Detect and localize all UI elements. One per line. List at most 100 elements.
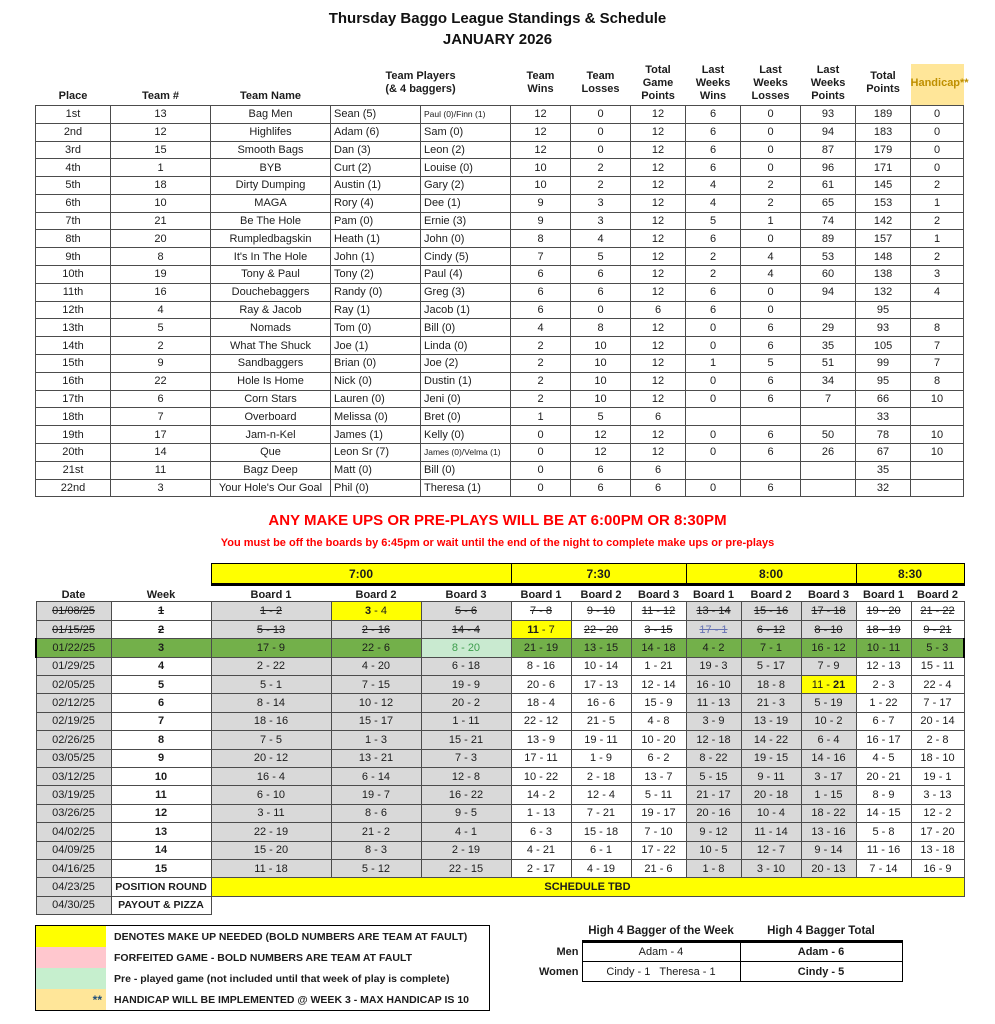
schedule-matchup-cell: 2 - 18: [570, 766, 632, 787]
header-bagger-week: High 4 Bagger of the Week: [588, 925, 734, 938]
standings-cell-team_num: 19: [110, 265, 211, 284]
schedule-matchup-cell: 3 - 10: [740, 858, 802, 879]
standings-cell-team_num: 15: [110, 140, 211, 160]
standings-cell-lw_wins: 0: [685, 389, 742, 409]
schedule-matchup-cell: 11 - 13: [685, 693, 742, 713]
standings-cell-lw_losses: 0: [740, 122, 802, 142]
schedule-matchup-cell: 12 - 14: [630, 674, 687, 695]
schedule-matchup-cell: 16 - 9: [910, 858, 965, 879]
standings-cell-total_pts: 138: [855, 265, 912, 284]
standings-cell-place: 19th: [35, 425, 111, 445]
schedule-matchup-cell: 19 - 20: [855, 601, 912, 621]
standings-cell-lw_losses: 4: [740, 265, 802, 284]
standings-cell-name: Corn Stars: [210, 389, 331, 409]
standings-cell-lw_wins: 0: [685, 478, 742, 498]
schedule-matchup-cell: 4 - 2: [685, 638, 742, 658]
schedule-merged-cell: SCHEDULE TBD: [210, 877, 965, 897]
standings-cell-p1: John (1): [330, 247, 421, 267]
schedule-matchup-cell: 7 - 8: [510, 601, 572, 621]
standings-cell-handicap: [910, 407, 965, 427]
standings-cell-p2: Kelly (0): [419, 425, 512, 445]
standings-row: 8th 20 Rumpledbagskin Heath (1) John (0) 8 4 12…: [35, 229, 965, 249]
standings-cell-lw_pts: 26: [800, 443, 857, 462]
schedule-week: 3: [110, 638, 212, 658]
standings-row: 20th 14 Que Leon Sr (7) James (0)/Velma (1) 0…: [35, 443, 965, 462]
standings-cell-game_pts: 6: [630, 478, 687, 498]
header-total-points: Total Points: [866, 70, 900, 96]
standings-cell-p1: Tom (0): [330, 318, 421, 338]
standings-cell-place: 18th: [35, 407, 111, 427]
schedule-matchup-cell: 4 - 8: [630, 711, 687, 732]
schedule-matchup-cell: 21 - 17: [685, 785, 742, 805]
standings-cell-lw_wins: [685, 407, 742, 427]
standings-cell-p2: Ernie (3): [419, 211, 512, 231]
standings-cell-total_pts: 33: [855, 407, 912, 427]
header-team-players: Team Players (& 4 baggers): [385, 70, 456, 96]
standings-cell-name: Tony & Paul: [210, 265, 331, 284]
standings-cell-total_pts: 142: [855, 211, 912, 231]
standings-table: Place Team # Team Name Team Players (& 4…: [35, 64, 969, 498]
standings-row: 3rd 15 Smooth Bags Dan (3) Leon (2) 12 0 12 6 0 87…: [35, 140, 965, 160]
standings-cell-losses: 10: [570, 354, 632, 373]
header-board: Board 2: [750, 589, 792, 602]
standings-cell-handicap: 0: [910, 158, 965, 178]
standings-cell-total_pts: 32: [855, 478, 912, 498]
standings-row: 5th 18 Dirty Dumping Austin (1) Gary (2) 10 2 1…: [35, 176, 965, 195]
schedule-date: 04/16/25: [35, 858, 112, 879]
standings-cell-place: 14th: [35, 336, 111, 356]
schedule-matchup-cell: 9 - 5: [420, 803, 512, 824]
schedule-matchup-cell: 17 - 20: [910, 822, 965, 842]
handicap-stars: **: [92, 992, 102, 1007]
schedule-matchup-cell: 7 - 9: [800, 656, 857, 677]
standings-cell-place: 4th: [35, 158, 111, 178]
standings-cell-total_pts: 99: [855, 354, 912, 373]
header-board: Board 1: [520, 589, 562, 602]
standings-cell-lw_pts: 65: [800, 193, 857, 213]
schedule-matchup-cell: 9 - 11: [740, 766, 802, 787]
standings-cell-name: Overboard: [210, 407, 331, 427]
schedule-matchup-cell: 19 - 11: [570, 730, 632, 750]
standings-cell-losses: 4: [570, 229, 632, 249]
standings-cell-lw_pts: 29: [800, 318, 857, 338]
standings-cell-handicap: 4: [910, 282, 965, 302]
header-board: Board 1: [250, 589, 292, 602]
standings-cell-lw_pts: 93: [800, 104, 857, 124]
time-slot-730: 7:30: [510, 563, 687, 587]
schedule-matchup-cell: 13 - 9: [510, 730, 572, 750]
standings-cell-lw_pts: 87: [800, 140, 857, 160]
schedule-matchup-cell: 9 - 12: [685, 822, 742, 842]
schedule-matchup-cell: 3 - 9: [685, 711, 742, 732]
schedule-special-row: 04/23/25 POSITION ROUND SCHEDULE TBD: [35, 877, 965, 897]
schedule-matchup-cell: 9 - 10: [570, 601, 632, 621]
standings-cell-wins: 7: [510, 247, 572, 267]
standings-row: 11th 16 Douchebaggers Randy (0) Greg (3) 6 6 12…: [35, 282, 965, 302]
schedule-matchup-cell: 19 - 7: [330, 785, 422, 805]
schedule-matchup-cell: 17 - 13: [570, 674, 632, 695]
standings-cell-total_pts: 93: [855, 318, 912, 338]
page-title-line1: Thursday Baggo League Standings & Schedu…: [328, 10, 667, 27]
schedule-matchup-cell: 22 - 15: [420, 858, 512, 879]
schedule-matchup-cell: 1 - 9: [570, 748, 632, 768]
standings-cell-lw_losses: 4: [740, 247, 802, 267]
standings-cell-name: What The Shuck: [210, 336, 331, 356]
schedule-matchup-cell: 18 - 8: [740, 674, 802, 695]
standings-cell-p1: Pam (0): [330, 211, 421, 231]
standings-cell-place: 17th: [35, 389, 111, 409]
schedule-matchup-cell: 10 - 20: [630, 730, 687, 750]
header-team-losses: Team Losses: [581, 70, 620, 96]
schedule-matchup-cell: 12 - 2: [910, 803, 965, 824]
schedule-matchup-cell: 6 - 10: [210, 785, 332, 805]
standings-row: 15th 9 Sandbaggers Brian (0) Joe (2) 2 10 12 1 5 5…: [35, 354, 965, 373]
schedule-row: 04/16/25 15 11 - 18 5 - 12 22 - 15 2 - 17 4 - …: [35, 858, 965, 879]
schedule-week: 12: [110, 803, 212, 824]
schedule-matchup-cell: 13 - 21: [330, 748, 422, 768]
schedule-table: 7:00 7:30 8:00 8:30 Date Week Board 1 Bo…: [35, 563, 965, 916]
standings-cell-wins: 2: [510, 371, 572, 391]
standings-cell-name: Your Hole's Our Goal: [210, 478, 331, 498]
standings-cell-game_pts: 12: [630, 389, 687, 409]
schedule-matchup-cell: 2 - 8: [910, 730, 965, 750]
standings-cell-p2: Leon (2): [419, 140, 512, 160]
schedule-matchup-cell: 20 - 14: [910, 711, 965, 732]
